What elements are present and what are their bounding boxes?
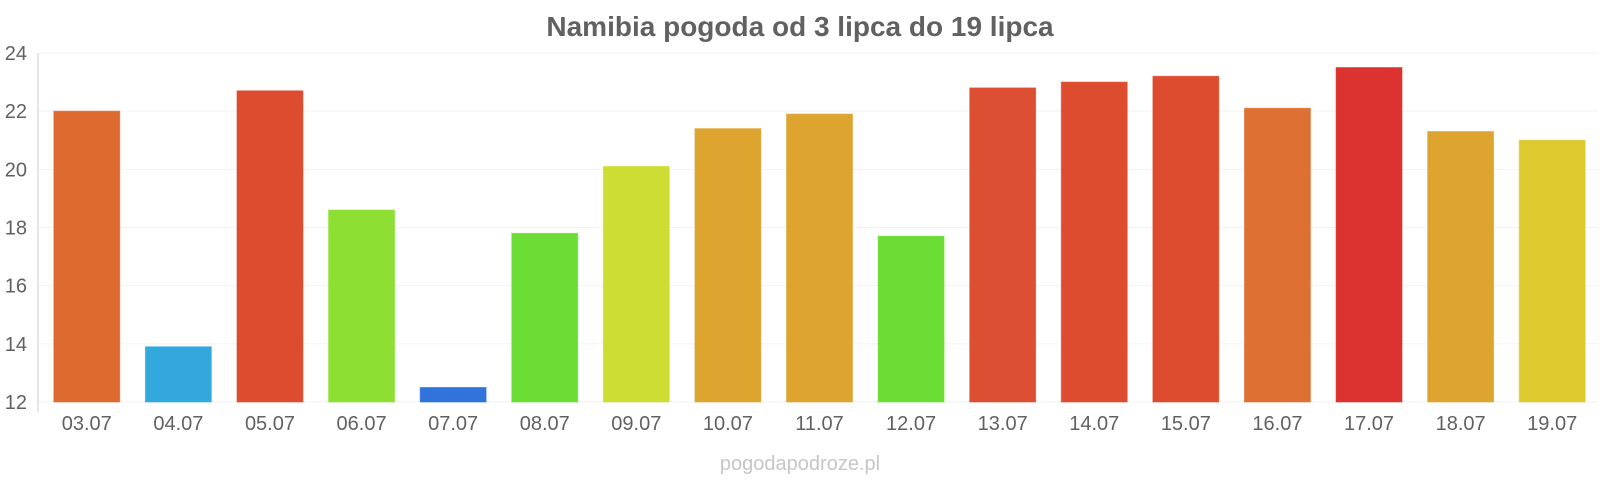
bar-03.07 <box>53 110 121 403</box>
x-tick-label: 11.07 <box>795 413 844 435</box>
y-tick-label: 24 <box>5 43 27 65</box>
x-tick-label: 10.07 <box>703 413 753 435</box>
y-tick-label: 20 <box>5 159 27 181</box>
bar-07.07 <box>419 386 487 403</box>
y-tick-label: 16 <box>5 276 27 298</box>
bar-08.07 <box>511 232 579 403</box>
bar-05.07 <box>236 90 304 403</box>
y-tick-label: 14 <box>5 334 27 356</box>
x-tick-label: 17.07 <box>1344 413 1394 435</box>
x-tick-label: 14.07 <box>1069 413 1119 435</box>
bar-14.07 <box>1060 81 1128 403</box>
x-tick-label: 07.07 <box>428 413 478 435</box>
y-tick-label: 18 <box>5 218 27 240</box>
bar-18.07 <box>1427 131 1495 403</box>
bar-19.07 <box>1518 139 1586 403</box>
bars <box>53 67 1586 403</box>
bar-16.07 <box>1243 107 1311 403</box>
x-tick-label: 06.07 <box>337 413 387 435</box>
bar-17.07 <box>1335 67 1403 403</box>
x-tick-label: 05.07 <box>245 413 295 435</box>
bar-10.07 <box>694 128 762 403</box>
bar-11.07 <box>786 113 853 403</box>
x-tick-label: 09.07 <box>611 413 661 435</box>
chart-title: Namibia pogoda od 3 lipca do 19 lipca <box>546 11 1054 42</box>
x-tick-label: 13.07 <box>978 413 1028 435</box>
y-tick-label: 12 <box>5 392 27 414</box>
bar-04.07 <box>144 346 212 403</box>
bar-12.07 <box>877 235 945 403</box>
x-axis-ticks: 03.07 04.07 05.07 06.07 07.07 08.07 09.07 10.07… <box>62 413 1577 435</box>
y-axis-ticks: 12 14 16 18 20 22 24 <box>5 43 27 414</box>
x-tick-label: 15.07 <box>1161 413 1211 435</box>
bar-13.07 <box>969 87 1037 403</box>
x-tick-label: 18.07 <box>1436 413 1486 435</box>
bar-06.07 <box>328 209 396 403</box>
x-tick-label: 08.07 <box>520 413 570 435</box>
x-tick-label: 16.07 <box>1252 413 1302 435</box>
x-tick-label: 04.07 <box>153 413 203 435</box>
bar-09.07 <box>602 165 670 403</box>
x-tick-label: 19.07 <box>1527 413 1577 435</box>
x-tick-label: 12.07 <box>886 413 936 435</box>
y-tick-label: 22 <box>5 101 27 123</box>
watermark: pogodapodroze.pl <box>720 453 880 475</box>
x-tick-label: 03.07 <box>62 413 112 435</box>
bar-15.07 <box>1152 75 1220 403</box>
